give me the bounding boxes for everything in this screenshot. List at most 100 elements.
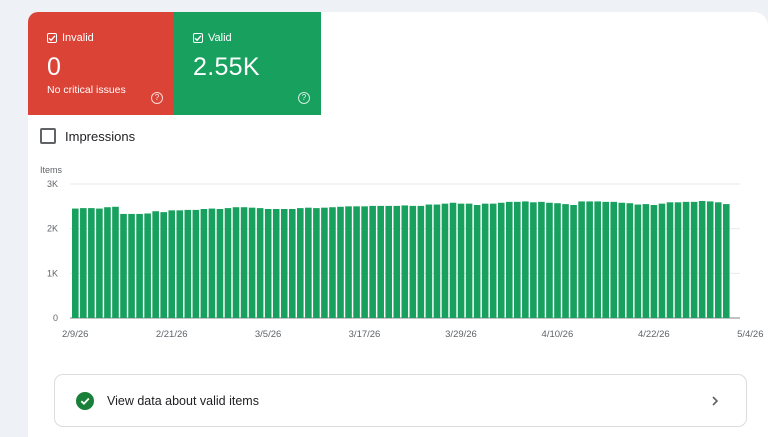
chart-bar <box>409 205 417 318</box>
y-tick-label: 1K <box>47 268 58 278</box>
chart-bar <box>160 212 167 318</box>
chart-bar <box>514 201 521 318</box>
chart-bar <box>192 209 200 318</box>
chart-bar <box>586 201 593 318</box>
chart-bar <box>369 205 376 318</box>
chart-bar <box>104 207 111 318</box>
chart-bar <box>232 207 240 318</box>
chart-bar <box>256 208 264 318</box>
chart-bar <box>481 203 489 318</box>
chart-bar <box>497 202 505 318</box>
chart-bar <box>505 201 513 318</box>
chart-bar <box>329 207 336 318</box>
chart-bar <box>305 207 312 318</box>
chart-bar <box>313 208 320 318</box>
chart-bar <box>272 209 280 318</box>
checkbox-unchecked-icon[interactable] <box>40 128 56 144</box>
chevron-right-icon <box>712 396 719 406</box>
invalid-count: 0 <box>47 53 62 81</box>
chart-bar <box>674 202 682 318</box>
chart-bar <box>690 201 698 318</box>
chart-bar <box>240 207 248 318</box>
chart-bar <box>626 203 634 318</box>
checkbox-checked-icon[interactable] <box>193 33 203 43</box>
chart-bar <box>449 202 457 318</box>
invalid-subtext: No critical issues <box>47 84 126 96</box>
chart-bar <box>618 202 626 318</box>
chart-bar <box>489 203 497 318</box>
x-tick-label: 5/4/26 <box>737 329 763 340</box>
valid-tile-header: Valid <box>193 31 232 45</box>
y-tick-label: 3K <box>47 179 58 189</box>
x-tick-label: 4/22/26 <box>638 329 670 340</box>
chart-bar <box>570 204 577 318</box>
chart-bar <box>208 208 216 318</box>
impressions-toggle[interactable]: Impressions <box>40 128 135 144</box>
coverage-card: Invalid 0 No critical issues ? Valid 2.5… <box>28 12 768 437</box>
chart-bar <box>345 206 352 318</box>
chart-bar <box>176 210 184 318</box>
x-tick-label: 3/29/26 <box>445 329 477 340</box>
chart-bar <box>385 205 393 318</box>
y-tick-label: 2K <box>47 224 58 234</box>
x-tick-label: 2/21/26 <box>156 329 188 340</box>
check-circle-icon <box>76 391 94 410</box>
chart-bar <box>602 201 609 318</box>
chart-bar <box>650 204 658 318</box>
help-icon[interactable]: ? <box>298 92 310 104</box>
x-tick-label: 4/10/26 <box>542 329 574 340</box>
y-tick-label: 0 <box>53 313 58 323</box>
chart-bar <box>698 200 706 318</box>
chart-bar <box>120 213 127 318</box>
chart-bar <box>377 205 384 318</box>
invalid-tile-header: Invalid <box>47 31 94 45</box>
chart-bar <box>578 201 585 318</box>
chart-bar <box>722 204 730 318</box>
x-tick-label: 3/5/26 <box>255 329 281 340</box>
chart-bar <box>112 206 119 318</box>
chart-bar <box>457 203 465 318</box>
chart-bar <box>224 208 232 318</box>
chart-bar <box>530 202 537 318</box>
view-valid-items-row[interactable]: View data about valid items <box>54 374 747 427</box>
chart-bar <box>280 209 288 318</box>
valid-tile[interactable]: Valid 2.55K ? <box>174 12 321 115</box>
checkbox-checked-icon[interactable] <box>47 33 57 43</box>
chart-bar <box>401 205 409 318</box>
y-axis-label: Items <box>40 165 63 175</box>
chart-bar <box>393 205 401 318</box>
help-icon[interactable]: ? <box>151 92 163 104</box>
chart-bar <box>658 203 666 318</box>
valid-label: Valid <box>208 32 232 44</box>
chart-bar <box>522 201 529 318</box>
chart-bar <box>80 208 87 318</box>
chart-bar <box>538 201 545 318</box>
chart-bar <box>562 204 569 318</box>
chart-bar <box>417 205 425 318</box>
impressions-label: Impressions <box>65 128 136 144</box>
x-tick-label: 3/17/26 <box>349 329 381 340</box>
chart-bar <box>200 209 208 318</box>
chart-bar <box>594 201 601 318</box>
chart-bar <box>96 208 103 318</box>
chart-bar <box>353 206 360 318</box>
chart-bar <box>473 204 481 318</box>
chart-bar <box>361 206 368 318</box>
chart-bar <box>433 204 441 318</box>
chart-bar <box>321 207 328 318</box>
chart-bar <box>634 204 642 318</box>
chart-bar <box>136 213 143 318</box>
x-tick-label: 2/9/26 <box>62 329 88 340</box>
chart-bar <box>288 209 296 318</box>
chart-bar <box>184 209 192 318</box>
chart-bar <box>610 201 618 318</box>
chart-bar <box>425 204 433 318</box>
chart-bar <box>152 211 159 318</box>
valid-count: 2.55K <box>193 53 260 81</box>
valid-items-bar-chart: Items 0 1K 2K 3K 2/9/26 2/21/26 3/5/26 3/17/26 3/… <box>40 165 764 340</box>
chart-bar <box>88 208 95 318</box>
invalid-tile[interactable]: Invalid 0 No critical issues ? <box>28 12 174 115</box>
chart-bar <box>337 206 344 318</box>
invalid-label: Invalid <box>62 32 94 44</box>
chart-bar <box>682 201 690 318</box>
